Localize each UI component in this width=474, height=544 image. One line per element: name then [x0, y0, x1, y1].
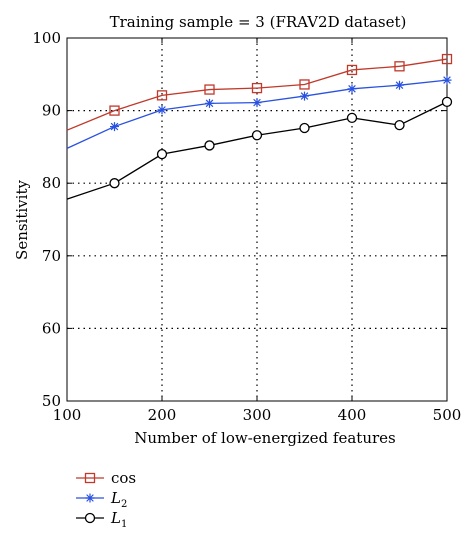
series-layer [66, 53, 453, 200]
data-point-l2 [300, 91, 309, 101]
data-point-cos [156, 90, 168, 101]
legend-label-l1: L1 [110, 509, 127, 530]
x-tick-label: 500 [433, 406, 462, 424]
data-point-l1 [109, 178, 120, 189]
y-tick-label: 90 [42, 102, 61, 120]
x-tick-label: 300 [243, 406, 272, 424]
series-line-cos [66, 58, 448, 131]
y-tick-label: 50 [42, 392, 61, 410]
series-l1 [66, 96, 453, 200]
data-point-l1 [394, 119, 405, 131]
data-point-cos [204, 84, 215, 95]
y-tick-label: 80 [42, 174, 61, 192]
series-cos [66, 53, 453, 131]
data-point-l2 [205, 98, 214, 108]
data-point-cos [299, 79, 310, 90]
x-tick-label: 400 [338, 406, 367, 424]
y-tick-label: 100 [32, 29, 61, 47]
y-axis-title: Sensitivity [13, 180, 31, 260]
axis-ticks: 100 200 300 400 500 50 60 70 80 90 100 [32, 29, 461, 424]
data-point-l2 [252, 98, 262, 108]
data-point-l1 [346, 112, 358, 124]
data-point-l2 [442, 75, 452, 85]
data-point-cos [251, 82, 263, 94]
data-point-l1 [441, 96, 453, 108]
legend-marker-l1 [84, 512, 96, 524]
legend-marker-cos [84, 472, 96, 484]
data-point-l1 [251, 130, 263, 141]
x-axis-title: Number of low-energized features [134, 429, 395, 447]
legend-label-l2: L2 [110, 489, 127, 510]
data-point-l2 [347, 84, 357, 94]
data-point-l1 [156, 149, 168, 160]
y-tick-label: 70 [42, 247, 61, 265]
legend-entry-l1: L1 [76, 509, 127, 530]
x-tick-label: 200 [148, 406, 177, 424]
data-point-cos [394, 61, 405, 72]
data-point-l2 [395, 80, 404, 90]
chart-title: Training sample = 3 (FRAV2D dataset) [110, 13, 407, 31]
y-tick-label: 60 [42, 319, 61, 337]
data-point-l2 [110, 122, 119, 132]
legend-entry-cos: cos [76, 469, 136, 487]
legend-label-cos: cos [111, 469, 136, 487]
data-point-cos [109, 105, 120, 116]
data-point-cos [441, 53, 453, 65]
legend-marker-l2 [85, 493, 95, 503]
x-tick-label: 100 [53, 406, 82, 424]
data-point-l1 [299, 122, 310, 134]
data-point-l1 [204, 140, 215, 151]
legend-entry-l2: L2 [76, 489, 127, 510]
series-l2 [66, 75, 452, 149]
data-point-cos [346, 64, 358, 76]
data-point-l2 [157, 105, 167, 115]
